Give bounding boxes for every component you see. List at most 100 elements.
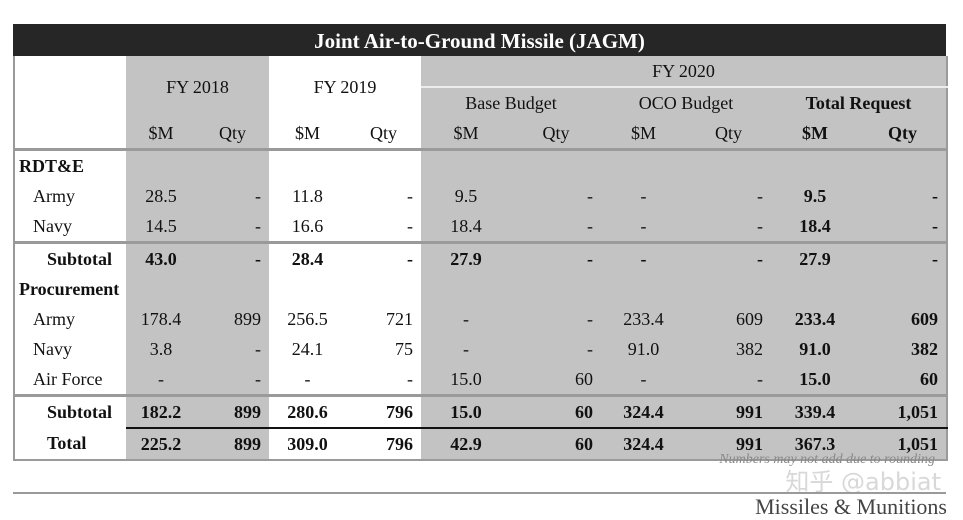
header-oco-budget: OCO Budget: [601, 87, 771, 118]
cell-qty: -: [686, 211, 771, 243]
cell-qty: 60: [511, 427, 601, 460]
cell-qty: -: [346, 364, 421, 396]
cell-qty: 899: [196, 427, 269, 460]
cell-dollars: -: [269, 364, 346, 396]
cell-qty: 609: [859, 304, 947, 334]
column-header-qty: Qty: [686, 118, 771, 151]
cell-dollars: [601, 274, 686, 304]
cell-dollars: 324.4: [601, 394, 686, 428]
row-label: RDT&E: [14, 149, 126, 181]
row-label: Procurement: [14, 274, 126, 304]
cell-dollars: [771, 274, 859, 304]
cell-qty: 991: [686, 394, 771, 428]
cell-dollars: -: [601, 211, 686, 243]
column-header-qty: Qty: [346, 118, 421, 151]
header-fy2018: FY 2018: [126, 56, 269, 118]
cell-dollars: 15.0: [421, 394, 511, 428]
row-label: Air Force: [14, 364, 126, 396]
column-header-qty: Qty: [859, 118, 947, 151]
cell-dollars: [126, 274, 196, 304]
cell-qty: -: [511, 241, 601, 274]
cell-dollars: [421, 149, 511, 181]
cell-dollars: [269, 274, 346, 304]
cell-qty: [346, 274, 421, 304]
cell-dollars: 280.6: [269, 394, 346, 428]
cell-dollars: 28.4: [269, 241, 346, 274]
rounding-note: Numbers may not add due to rounding: [719, 452, 935, 467]
cell-dollars: 16.6: [269, 211, 346, 243]
cell-qty: -: [346, 211, 421, 243]
cell-qty: -: [511, 334, 601, 364]
cell-qty: 899: [196, 304, 269, 334]
cell-qty: -: [859, 181, 947, 211]
cell-qty: [686, 274, 771, 304]
cell-dollars: -: [601, 364, 686, 396]
cell-dollars: [126, 149, 196, 181]
cell-dollars: 24.1: [269, 334, 346, 364]
cell-dollars: 367.3: [771, 427, 859, 460]
cell-qty: -: [196, 181, 269, 211]
cell-qty: 609: [686, 304, 771, 334]
cell-dollars: 9.5: [421, 181, 511, 211]
cell-qty: -: [686, 181, 771, 211]
cell-dollars: 339.4: [771, 394, 859, 428]
cell-dollars: [601, 149, 686, 181]
table-row-subtotal: Subtotal 182.2 899 280.6 796 15.0 60 324.4 991 33…: [14, 394, 947, 428]
row-label: Total: [14, 428, 126, 460]
cell-dollars: 225.2: [126, 427, 196, 460]
cell-qty: -: [196, 334, 269, 364]
cell-dollars: 28.5: [126, 181, 196, 211]
table-row-item: Army 178.4 899 256.5 721- -233.4 609 233.4 609: [14, 304, 947, 334]
cell-qty: -: [196, 211, 269, 243]
column-header-dollars: $M: [601, 118, 686, 151]
table-row-section: Procurement: [14, 274, 947, 304]
cell-dollars: 43.0: [126, 241, 196, 274]
row-label: Army: [14, 181, 126, 211]
table-row-item: Army 28.5-11.8-9.5- - -9.5-: [14, 181, 947, 211]
table-row-item: Air Force - - - -15.0 60- -15.0 60: [14, 364, 947, 396]
cell-qty: 899: [196, 394, 269, 428]
cell-qty: [346, 149, 421, 181]
cell-qty: 382: [859, 334, 947, 364]
budget-table: FY 2018 FY 2019 FY 2020 Base Budget OCO …: [13, 56, 948, 461]
cell-dollars: 18.4: [421, 211, 511, 243]
cell-qty: 382: [686, 334, 771, 364]
cell-qty: -: [686, 241, 771, 274]
cell-qty: 60: [859, 364, 947, 396]
column-header-qty: Qty: [511, 118, 601, 151]
cell-dollars: 256.5: [269, 304, 346, 334]
cell-dollars: 91.0: [771, 334, 859, 364]
cell-dollars: -: [601, 241, 686, 274]
cell-dollars: 233.4: [771, 304, 859, 334]
cell-qty: -: [859, 241, 947, 274]
cell-dollars: [771, 149, 859, 181]
table-row-section: RDT&E: [14, 149, 947, 181]
cell-qty: [511, 149, 601, 181]
cell-dollars: -: [421, 334, 511, 364]
header-total-request: Total Request: [771, 87, 947, 118]
cell-dollars: 178.4: [126, 304, 196, 334]
watermark: 知乎 @abbiat: [785, 468, 941, 496]
cell-qty: [686, 149, 771, 181]
cell-qty: -: [511, 304, 601, 334]
column-header-dollars: $M: [421, 118, 511, 151]
cell-qty: -: [346, 181, 421, 211]
cell-dollars: 182.2: [126, 394, 196, 428]
cell-qty: -: [859, 211, 947, 243]
cell-dollars: 42.9: [421, 427, 511, 460]
cell-qty: -: [686, 364, 771, 396]
cell-dollars: 309.0: [269, 427, 346, 460]
cell-qty: 796: [346, 427, 421, 460]
header-blank: [14, 118, 126, 151]
table-row-total: Total 225.2 899 309.0 796 42.9 60 324.4 991 367.3…: [14, 427, 947, 460]
cell-qty: 1,051: [859, 427, 947, 460]
cell-qty: 721: [346, 304, 421, 334]
column-header-dollars: $M: [126, 118, 196, 151]
cell-qty: 60: [511, 364, 601, 396]
column-header-dollars: $M: [269, 118, 346, 151]
cell-dollars: 233.4: [601, 304, 686, 334]
cell-qty: 991: [686, 427, 771, 460]
cell-dollars: 91.0: [601, 334, 686, 364]
row-label: Navy: [14, 211, 126, 243]
row-label: Subtotal: [14, 394, 126, 428]
